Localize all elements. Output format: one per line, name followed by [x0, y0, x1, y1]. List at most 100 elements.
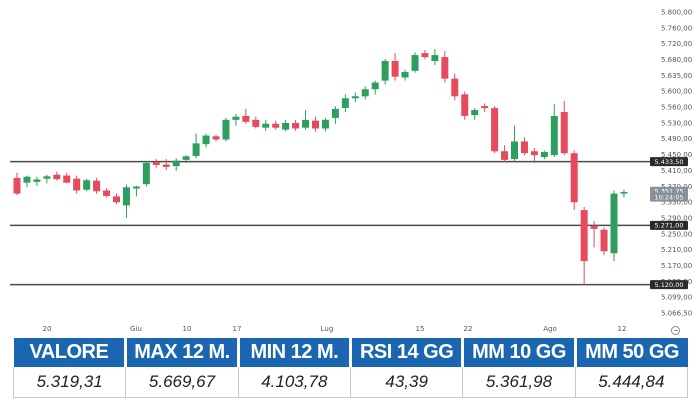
- candle-down: [272, 123, 280, 128]
- candle-up: [351, 96, 359, 99]
- y-tick-label: 5.330,00: [661, 199, 692, 207]
- candle-down: [162, 164, 170, 167]
- header-mm-10gg: MM 10 GG: [461, 338, 576, 367]
- candle-up: [132, 186, 140, 189]
- price-badge: [650, 220, 688, 230]
- y-tick-label: 5.490,00: [661, 135, 692, 143]
- price-badge-label: 5.433,50: [655, 158, 684, 166]
- value-min-12m: 4.103,78: [237, 367, 351, 398]
- price-badge-label: 5.271,00: [655, 222, 684, 230]
- stats-header-row: VALORE MAX 12 M. MIN 12 M. RSI 14 GG MM …: [13, 338, 688, 367]
- candle-up: [431, 55, 439, 61]
- candle-down: [312, 120, 319, 129]
- candle-down: [391, 61, 399, 77]
- candle-down: [451, 78, 459, 97]
- y-tick-label: 5.720,00: [661, 40, 692, 48]
- y-tick-label: 5.560,00: [661, 104, 692, 112]
- candle-down: [441, 57, 449, 79]
- candle-up: [222, 119, 230, 140]
- value-max-12m: 5.669,67: [125, 367, 239, 398]
- x-tick-label: 10: [183, 325, 192, 333]
- x-tick-label: Giu: [130, 325, 142, 333]
- value-rsi-14gg: 43,39: [349, 367, 463, 398]
- candle-up: [511, 141, 518, 160]
- price-badge-label: 10:24:05: [654, 193, 683, 201]
- candle-down: [242, 115, 250, 122]
- header-rsi-14gg: RSI 14 GG: [348, 338, 463, 367]
- y-tick-label: 5.066,50: [661, 310, 692, 318]
- candle-down: [570, 153, 578, 203]
- y-tick-label: 5.450,00: [661, 151, 692, 159]
- y-tick-label: 5.099,00: [661, 294, 692, 302]
- candle-up: [33, 179, 41, 182]
- candle-up: [182, 156, 190, 160]
- candle-down: [491, 108, 499, 152]
- candlestick-chart-svg[interactable]: 5.800,00 5.760,00 5.720,00 5.680,00 5.635,00…: [0, 0, 700, 333]
- candle-up: [620, 192, 628, 194]
- candle-down: [212, 136, 220, 140]
- candle-up: [341, 98, 349, 109]
- x-tick-label: Ago: [543, 325, 557, 333]
- y-tick-label: 5.680,00: [661, 56, 692, 64]
- price-badge: [650, 157, 688, 167]
- x-tick-label: 12: [618, 325, 627, 333]
- candle-down: [461, 94, 469, 116]
- zoom-out-icon[interactable]: [671, 326, 680, 335]
- candle-down: [113, 196, 120, 203]
- candle-up: [331, 108, 339, 118]
- candle-up: [172, 160, 180, 167]
- candle-down: [600, 229, 608, 252]
- candle-up: [202, 135, 210, 145]
- price-badge: [650, 192, 688, 202]
- y-tick-label: 5.635,00: [661, 72, 692, 80]
- candle-down: [560, 112, 568, 154]
- candle-up: [321, 119, 329, 129]
- y-tick-label: 5.170,00: [661, 262, 692, 270]
- candle-up: [411, 55, 419, 71]
- candle-up: [540, 152, 548, 158]
- price-chart[interactable]: 5.800,00 5.760,00 5.720,00 5.680,00 5.635,00…: [0, 0, 700, 333]
- candle-up: [142, 163, 150, 185]
- price-badge: [650, 280, 688, 290]
- candle-down: [580, 210, 588, 262]
- x-tick-label: 17: [233, 325, 242, 333]
- y-tick-label: 5.210,00: [661, 246, 692, 254]
- y-tick-label: 5.800,00: [661, 9, 692, 17]
- candle-down: [63, 175, 71, 183]
- candle-up: [610, 193, 618, 254]
- candle-up: [361, 89, 369, 97]
- candle-up: [23, 176, 31, 183]
- candle-up: [381, 61, 389, 81]
- candle-up: [43, 176, 51, 179]
- header-max-12m: MAX 12 M.: [124, 338, 239, 367]
- y-tick-label: 5.410,00: [661, 167, 692, 175]
- y-tick-label: 5.760,00: [661, 24, 692, 32]
- candle-up: [192, 143, 200, 156]
- candle-down: [590, 225, 598, 229]
- candle-up: [232, 116, 240, 120]
- y-tick-label: 5.290,00: [661, 214, 692, 222]
- x-tick-label: Lug: [321, 325, 334, 333]
- candle-down: [152, 162, 160, 165]
- candle-up: [302, 119, 310, 128]
- candle-down: [73, 178, 81, 191]
- candle-up: [83, 180, 91, 190]
- stats-value-row: 5.319,31 5.669,67 4.103,78 43,39 5.361,9…: [12, 367, 689, 398]
- value-valore: 5.319,31: [12, 367, 126, 398]
- candle-up: [282, 122, 290, 130]
- x-tick-label: 22: [464, 325, 473, 333]
- candle-up: [550, 115, 558, 156]
- candle-up: [122, 187, 130, 206]
- candle-up: [401, 71, 409, 78]
- candle-down: [501, 151, 509, 160]
- y-tick-label: 5.250,00: [661, 230, 692, 238]
- header-min-12m: MIN 12 M.: [236, 338, 351, 367]
- candle-down: [530, 151, 538, 156]
- candle-down: [93, 180, 101, 192]
- candle-up: [262, 123, 270, 128]
- candle-up: [471, 110, 479, 116]
- header-valore: VALORE: [13, 338, 126, 367]
- candle-down: [103, 190, 111, 196]
- header-mm-50gg: MM 50 GG: [573, 338, 688, 367]
- value-mm-10gg: 5.361,98: [462, 367, 576, 398]
